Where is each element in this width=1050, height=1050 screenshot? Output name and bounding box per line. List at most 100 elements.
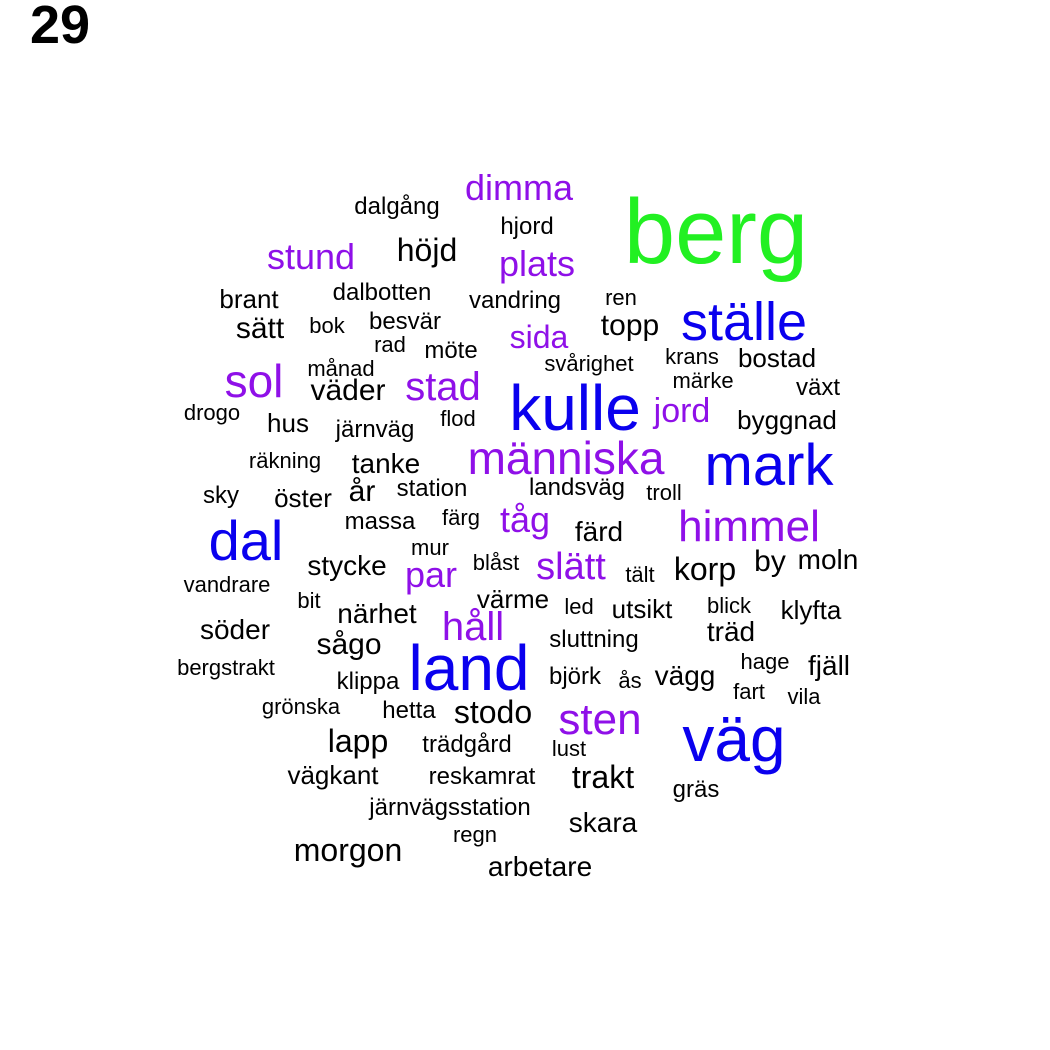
cloud-word: sten	[558, 695, 642, 744]
cloud-word: vägkant	[287, 760, 379, 790]
cloud-word: dal	[208, 509, 284, 572]
cloud-word: trakt	[571, 759, 635, 795]
cloud-word: byggnad	[737, 405, 837, 435]
cloud-word: morgon	[293, 832, 403, 868]
cloud-word: mark	[704, 433, 834, 498]
cloud-word: klippa	[336, 668, 400, 695]
cloud-word: hage	[740, 649, 790, 674]
cloud-word: sätt	[235, 312, 285, 345]
cloud-word: öster	[274, 483, 332, 513]
cloud-word: flod	[440, 406, 476, 431]
cloud-word: fart	[733, 679, 765, 704]
cloud-word: bostad	[737, 343, 817, 373]
cloud-word: mur	[411, 535, 449, 560]
cloud-word: sluttning	[549, 626, 639, 653]
cloud-word: himmel	[678, 502, 820, 551]
cloud-word: klyfta	[780, 595, 842, 625]
cloud-word: jord	[653, 392, 711, 430]
cloud-word: land	[408, 632, 530, 704]
cloud-word: stund	[266, 236, 356, 277]
cloud-word: bergstrakt	[177, 655, 275, 680]
cloud-word: korp	[673, 551, 737, 587]
cloud-word: månad	[307, 356, 375, 381]
cloud-word: krans	[665, 344, 719, 369]
page-number: 29	[30, 0, 91, 55]
cloud-word: björk	[548, 663, 602, 690]
cloud-word: kulle	[509, 372, 641, 444]
cloud-word: arbetare	[487, 851, 593, 882]
cloud-word: märke	[672, 368, 734, 393]
cloud-word: färd	[574, 516, 624, 547]
cloud-word: höjd	[396, 232, 458, 268]
cloud-word: söder	[199, 614, 271, 645]
cloud-word: vandring	[468, 287, 562, 314]
cloud-word: ås	[618, 668, 642, 693]
cloud-word: människa	[467, 432, 665, 484]
cloud-word: stycke	[307, 550, 387, 581]
cloud-word: träd	[706, 616, 756, 647]
cloud-word: sky	[203, 482, 239, 509]
cloud-word: besvär	[368, 308, 442, 335]
cloud-word: troll	[646, 480, 682, 505]
cloud-word: grönska	[261, 694, 341, 719]
cloud-word: lapp	[327, 723, 389, 759]
cloud-word: vandrare	[183, 572, 271, 597]
cloud-word: plats	[498, 243, 576, 284]
cloud-word: tåg	[499, 499, 551, 540]
cloud-word: hetta	[382, 697, 436, 724]
cloud-word: massa	[344, 508, 416, 535]
cloud-word: möte	[424, 337, 478, 364]
cloud-word: stodo	[453, 694, 533, 730]
cloud-word: landsväg	[528, 474, 626, 501]
cloud-word: brant	[219, 284, 279, 314]
cloud-word: trädgård	[422, 731, 512, 758]
cloud-word: räkning	[248, 448, 322, 473]
cloud-word: sågo	[316, 628, 382, 661]
cloud-word: ställe	[680, 292, 808, 352]
cloud-word: hjord	[500, 213, 554, 240]
cloud-word: skara	[568, 807, 638, 838]
cloud-word: dalbotten	[332, 279, 432, 306]
cloud-word: hus	[267, 408, 309, 438]
cloud-word: by	[754, 545, 786, 578]
cloud-word: vägg	[654, 660, 716, 691]
cloud-word: svårighet	[544, 351, 634, 376]
cloud-word: dalgång	[354, 193, 440, 220]
cloud-word: reskamrat	[428, 763, 536, 790]
cloud-word: järnvägsstation	[369, 794, 531, 821]
cloud-word: väder	[310, 374, 386, 407]
cloud-word: blåst	[472, 550, 520, 575]
cloud-word: håll	[441, 605, 505, 649]
cloud-word: år	[348, 475, 376, 508]
cloud-word: station	[396, 475, 468, 502]
cloud-word: bok	[309, 313, 345, 338]
cloud-word: berg	[623, 181, 809, 283]
cloud-word: sida	[509, 319, 569, 355]
cloud-word: drogo	[183, 400, 241, 425]
cloud-word: järnväg	[335, 416, 415, 443]
cloud-word: växt	[795, 374, 841, 401]
cloud-word: tält	[625, 562, 655, 587]
cloud-word: värme	[476, 584, 550, 614]
cloud-word: utsikt	[611, 594, 673, 624]
cloud-word: slätt	[536, 546, 606, 588]
cloud-word: dimma	[464, 167, 574, 208]
cloud-word: tanke	[351, 448, 421, 479]
cloud-word: lust	[551, 736, 587, 761]
cloud-word: fjäll	[807, 650, 851, 681]
cloud-word: led	[564, 594, 594, 619]
cloud-word: bit	[297, 588, 321, 613]
cloud-word: väg	[682, 703, 786, 775]
cloud-word: närhet	[337, 598, 417, 629]
cloud-word: gräs	[672, 776, 720, 803]
cloud-word: regn	[452, 822, 498, 847]
cloud-word: vila	[787, 684, 821, 709]
cloud-word: stad	[405, 365, 481, 409]
cloud-word: blick	[706, 593, 752, 618]
cloud-word: moln	[797, 544, 859, 575]
cloud-word: par	[404, 554, 458, 595]
cloud-word: rad	[374, 332, 406, 357]
cloud-word: färg	[442, 505, 480, 530]
cloud-word: sol	[224, 355, 284, 407]
